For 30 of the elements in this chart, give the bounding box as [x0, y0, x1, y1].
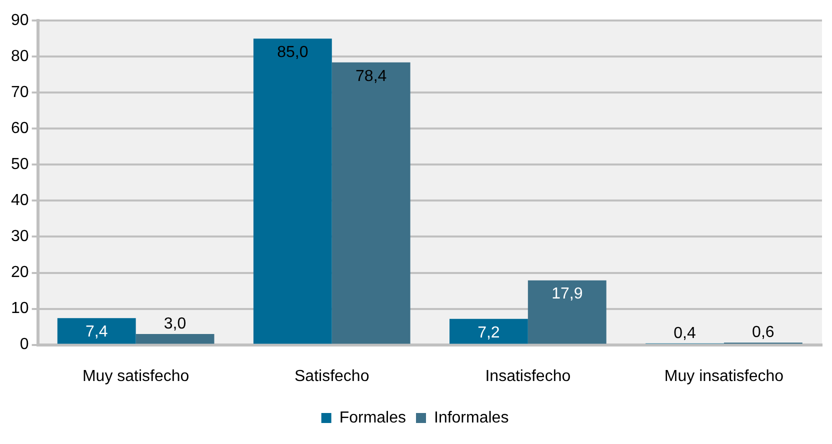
x-tick-label: Insatisfecho: [485, 368, 571, 385]
y-tick-label: 40: [11, 192, 29, 210]
data-label: 17,9: [552, 286, 583, 303]
data-label: 3,0: [164, 315, 186, 332]
data-label: 0,6: [752, 324, 774, 342]
y-tick-label: 70: [11, 84, 29, 102]
bar: [450, 318, 528, 344]
bar: [57, 318, 136, 344]
bar: [528, 280, 606, 344]
data-label: 7,4: [85, 324, 108, 341]
y-tick-label: 80: [11, 48, 29, 66]
x-tick-label: Muy insatisfecho: [664, 368, 784, 385]
y-tick-label: 20: [11, 264, 29, 282]
bar: [253, 38, 332, 344]
y-tick-label: 10: [11, 300, 29, 318]
x-tick-label: Satisfecho: [294, 368, 370, 385]
data-label: 0,4: [674, 324, 696, 342]
data-label: 78,4: [356, 68, 387, 85]
y-tick-label: 30: [11, 228, 29, 246]
legend-label: Informales: [434, 409, 509, 426]
data-label: 85,0: [277, 44, 308, 62]
bar: [136, 334, 214, 344]
y-tick-label: 90: [11, 12, 29, 30]
y-tick-label: 50: [11, 156, 29, 174]
y-tick-label: 0: [20, 336, 29, 354]
data-label: 7,2: [478, 324, 500, 342]
legend-label: Formales: [339, 409, 406, 426]
y-tick-label: 60: [11, 120, 29, 138]
bar: [332, 62, 410, 344]
x-tick-label: Muy satisfecho: [82, 368, 190, 385]
